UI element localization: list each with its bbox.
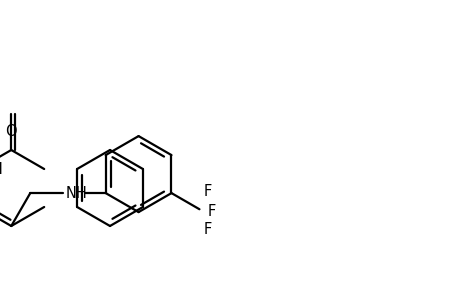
Text: F: F xyxy=(203,222,211,237)
Text: F: F xyxy=(203,184,211,199)
Text: NH: NH xyxy=(0,163,3,178)
Text: O: O xyxy=(6,124,17,139)
Text: F: F xyxy=(207,204,215,219)
Text: NH: NH xyxy=(66,186,87,201)
